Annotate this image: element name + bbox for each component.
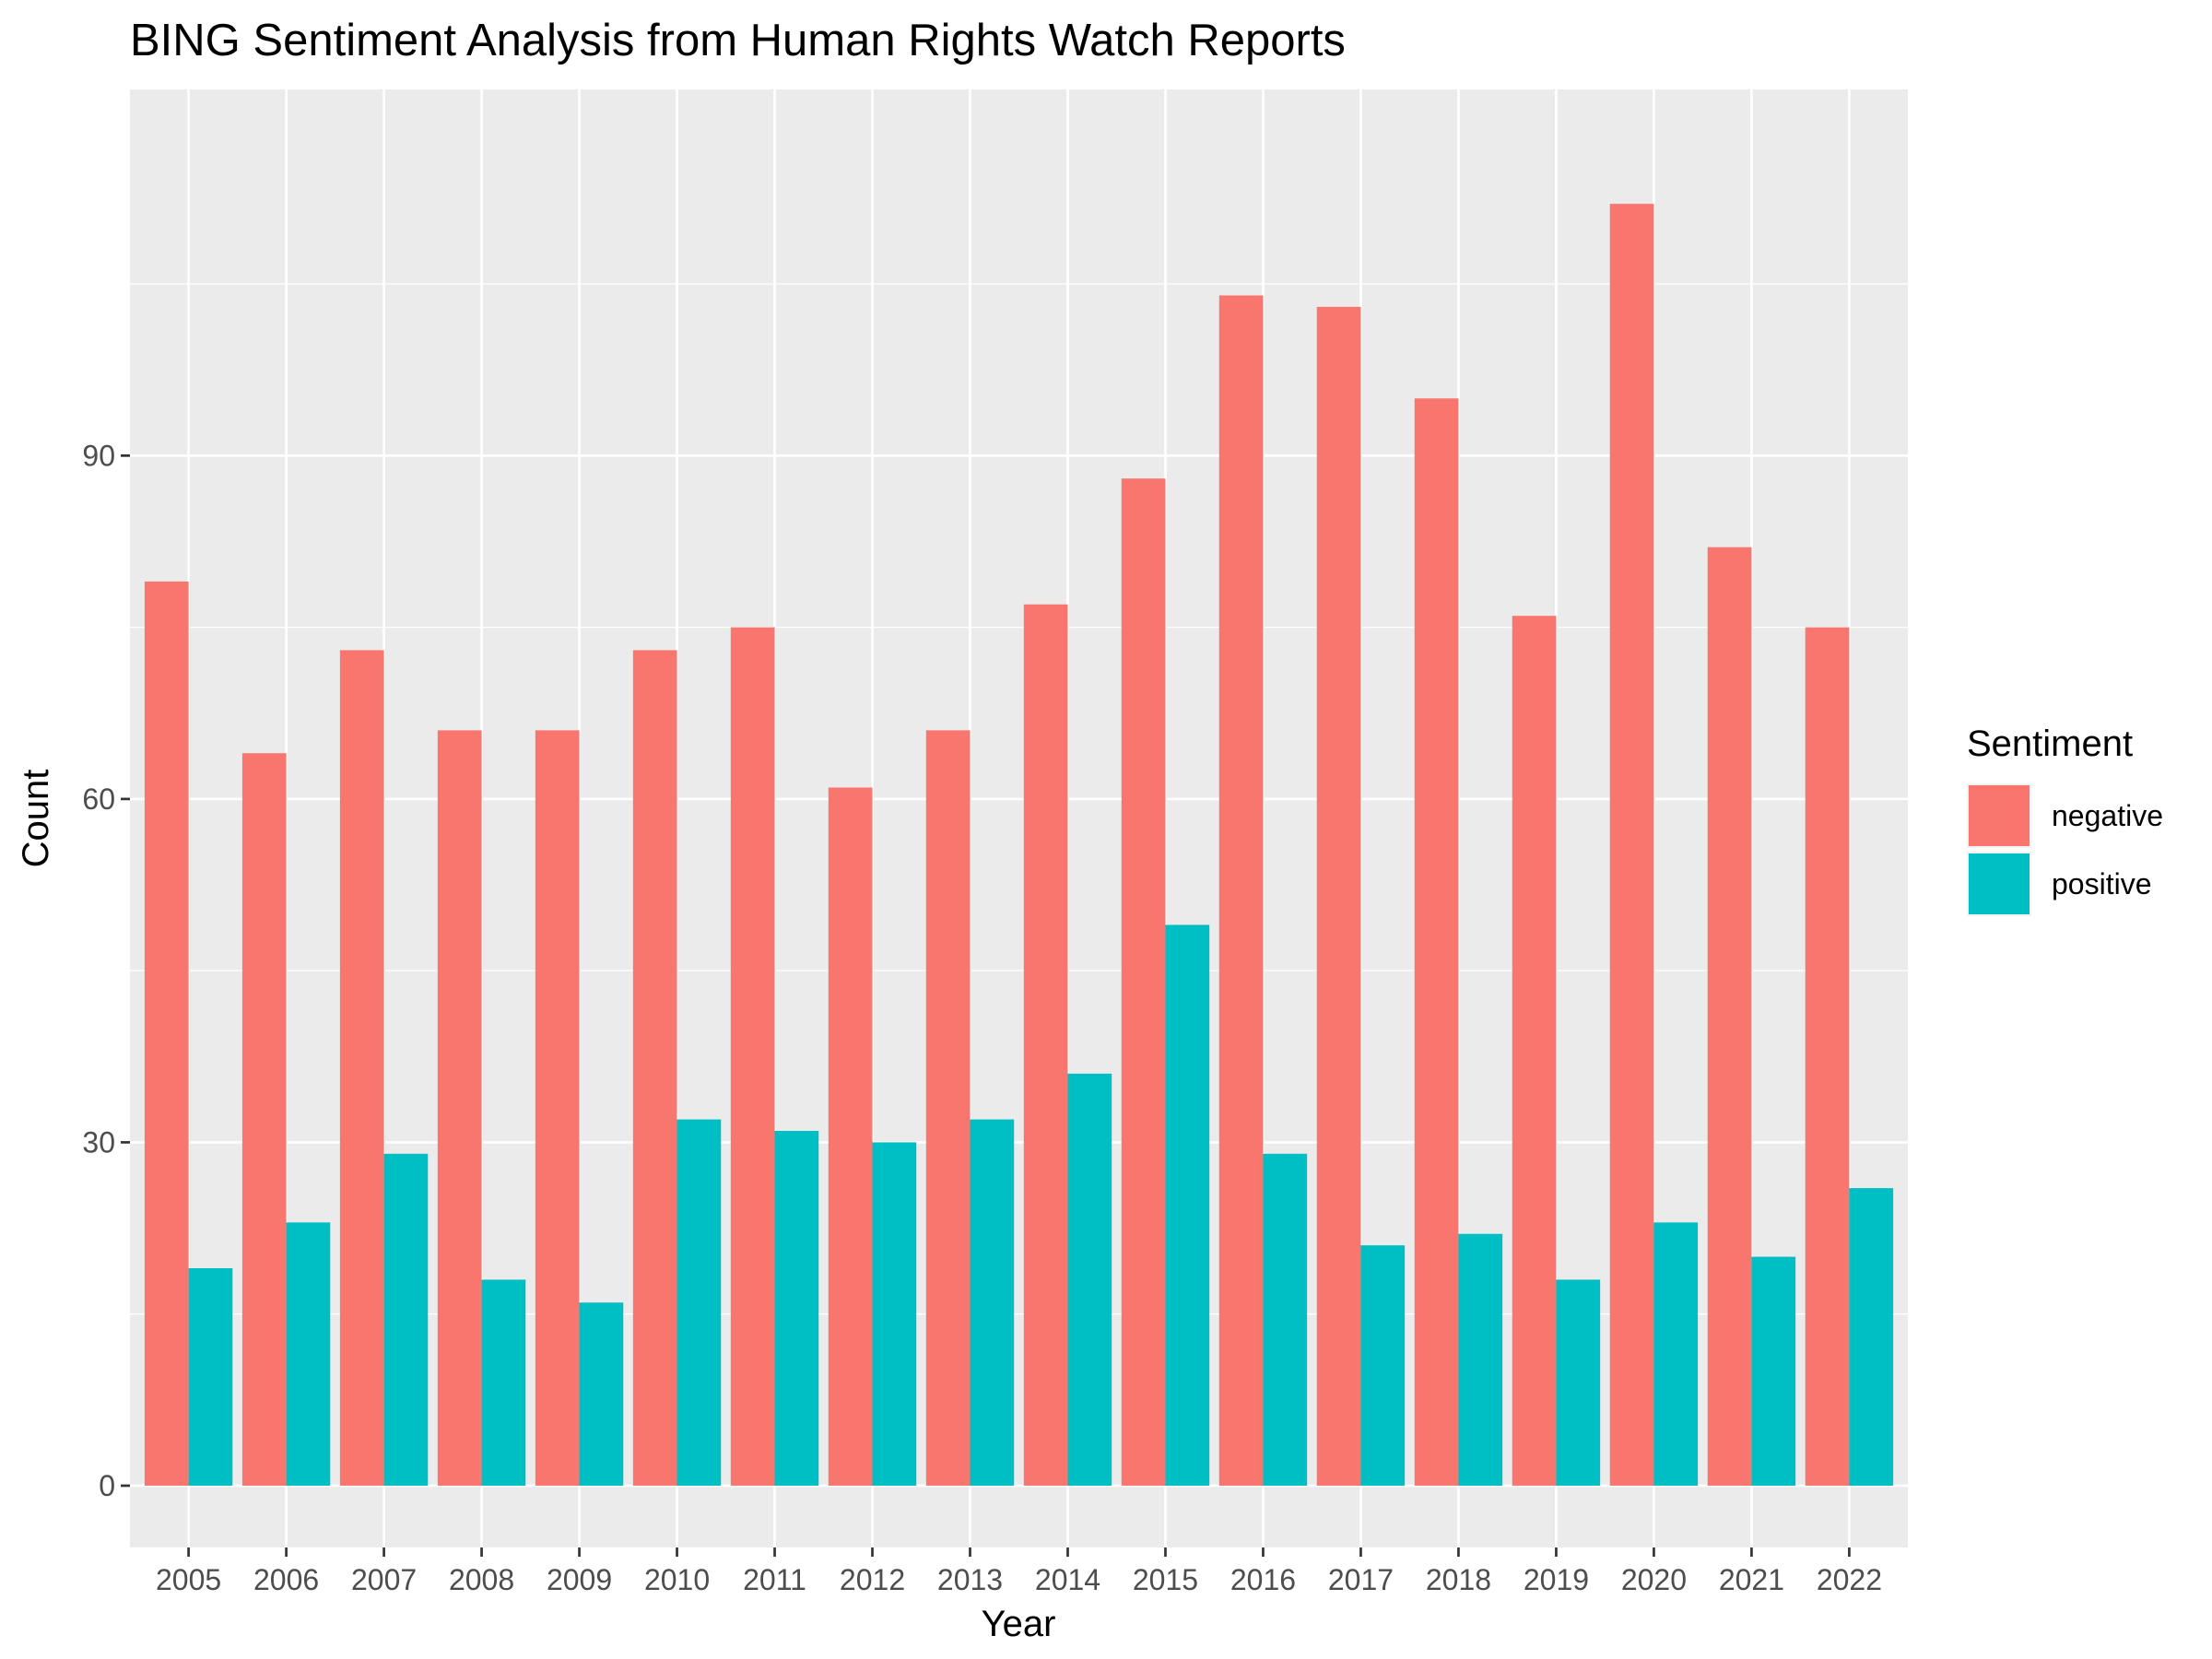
x-tick-label: 2020 <box>1621 1563 1687 1596</box>
legend-label-positive: positive <box>2052 867 2152 900</box>
bar-positive-2009 <box>579 1302 624 1486</box>
bar-positive-2020 <box>1653 1222 1699 1486</box>
y-tick-label: 90 <box>82 439 115 472</box>
legend-key-positive <box>1969 853 2030 914</box>
y-tick-label: 60 <box>82 782 115 816</box>
bar-positive-2012 <box>872 1142 917 1486</box>
bar-negative-2006 <box>241 753 287 1486</box>
bar-negative-2005 <box>144 581 189 1486</box>
bar-positive-2014 <box>1067 1073 1112 1486</box>
x-tick-label: 2013 <box>937 1563 1003 1596</box>
bar-negative-2009 <box>535 730 580 1486</box>
bar-negative-2011 <box>730 627 775 1486</box>
chart-title: BING Sentiment Analysis from Human Right… <box>130 16 1346 65</box>
x-tick-label: 2006 <box>253 1563 319 1596</box>
bar-negative-2012 <box>828 787 873 1486</box>
y-tick-label: 0 <box>99 1469 115 1502</box>
bar-negative-2021 <box>1707 547 1752 1486</box>
bar-positive-2011 <box>774 1131 819 1486</box>
x-tick-label: 2018 <box>1426 1563 1491 1596</box>
bars <box>144 204 1894 1486</box>
legend-key-negative <box>1969 785 2030 846</box>
bar-positive-2006 <box>286 1222 331 1486</box>
bar-negative-2020 <box>1609 204 1654 1486</box>
bar-negative-2018 <box>1414 398 1459 1486</box>
x-tick-label: 2017 <box>1328 1563 1394 1596</box>
x-tick-label: 2008 <box>449 1563 514 1596</box>
y-tick-label: 30 <box>82 1125 115 1159</box>
x-tick-label: 2010 <box>644 1563 710 1596</box>
x-tick-label: 2005 <box>156 1563 221 1596</box>
bar-negative-2010 <box>632 650 677 1486</box>
x-axis-title: Year <box>982 1604 1056 1644</box>
x-tick-label: 2019 <box>1524 1563 1589 1596</box>
x-tick-label: 2016 <box>1230 1563 1296 1596</box>
bar-positive-2010 <box>677 1119 722 1486</box>
bar-negative-2014 <box>1023 604 1068 1486</box>
bar-negative-2008 <box>437 730 482 1486</box>
bar-positive-2018 <box>1458 1233 1503 1486</box>
x-axis: 2005 2006 2007 2008 2009 2010 2011 2012 2013 2014… <box>156 1547 1882 1596</box>
bar-negative-2019 <box>1512 616 1557 1486</box>
x-tick-label: 2014 <box>1035 1563 1100 1596</box>
legend: Sentiment negative positive <box>1967 724 2163 916</box>
x-tick-label: 2011 <box>743 1563 806 1596</box>
bar-positive-2013 <box>970 1119 1015 1486</box>
bar-positive-2017 <box>1360 1245 1406 1486</box>
bar-positive-2008 <box>481 1279 526 1486</box>
bar-negative-2016 <box>1218 295 1264 1486</box>
bar-negative-2022 <box>1805 627 1850 1486</box>
x-tick-label: 2012 <box>840 1563 905 1596</box>
bar-negative-2015 <box>1121 478 1166 1486</box>
x-tick-label: 2021 <box>1719 1563 1784 1596</box>
y-axis: 0 30 60 90 <box>82 439 130 1502</box>
x-tick-label: 2015 <box>1133 1563 1198 1596</box>
legend-title: Sentiment <box>1967 724 2133 764</box>
x-tick-label: 2007 <box>351 1563 417 1596</box>
legend-label-negative: negative <box>2052 799 2163 832</box>
x-tick-label: 2009 <box>547 1563 612 1596</box>
x-tick-label: 2022 <box>1817 1563 1882 1596</box>
bar-positive-2016 <box>1263 1153 1308 1486</box>
bar-positive-2021 <box>1751 1256 1796 1486</box>
bar-positive-2019 <box>1556 1279 1601 1486</box>
bar-positive-2007 <box>383 1153 429 1486</box>
bar-negative-2013 <box>925 730 971 1486</box>
bar-negative-2007 <box>339 650 384 1486</box>
bar-negative-2017 <box>1316 306 1361 1486</box>
bar-positive-2005 <box>188 1268 233 1486</box>
bar-positive-2022 <box>1849 1188 1894 1486</box>
bar-positive-2015 <box>1165 924 1210 1486</box>
y-axis-title: Count <box>16 770 56 868</box>
